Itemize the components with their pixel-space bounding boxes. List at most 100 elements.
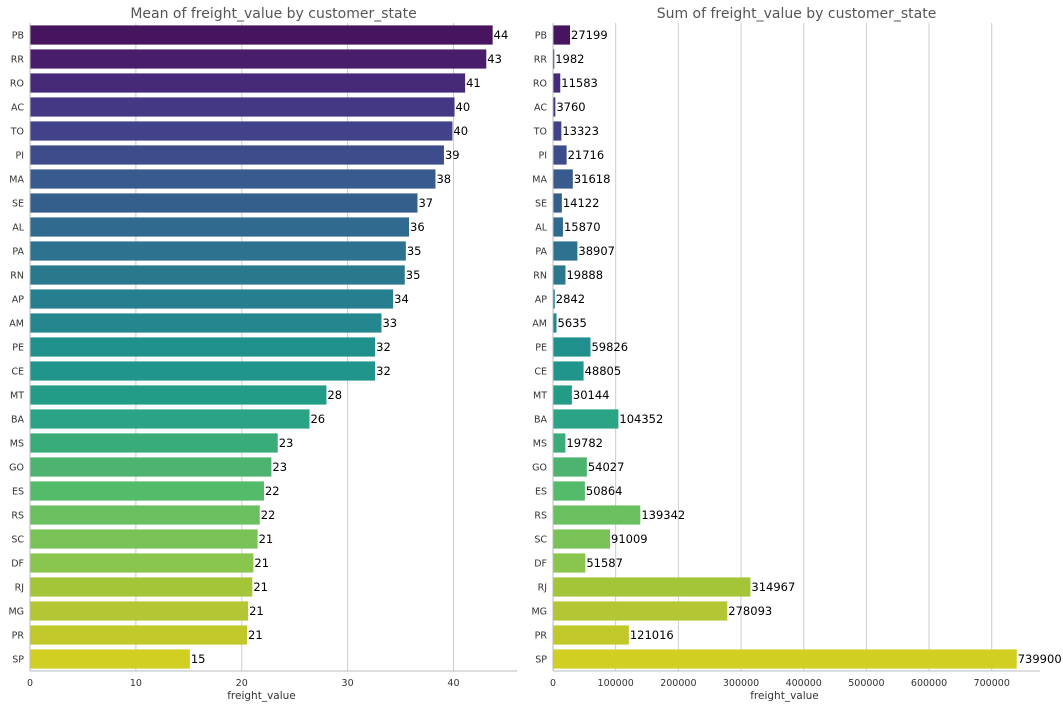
sum-data-label: 13323 [562, 124, 599, 138]
sum-data-label: 5635 [558, 316, 587, 330]
sum-x-axis-label: freight_value [750, 690, 819, 702]
mean-data-label: 35 [406, 268, 421, 282]
sum-category-label: SE [535, 199, 547, 210]
mean-bar-pi [30, 145, 444, 165]
mean-bar-ms [30, 433, 278, 453]
sum-category-label: AC [534, 103, 547, 114]
sum-category-label: RO [533, 79, 547, 90]
mean-bar-ro [30, 73, 466, 93]
mean-category-label: RJ [15, 583, 24, 594]
sum-data-label: 1982 [555, 52, 584, 66]
sum-category-label: RJ [538, 583, 547, 594]
sum-category-label: PA [535, 247, 547, 258]
sum-category-label: RN [533, 271, 547, 282]
sum-data-label: 21716 [568, 148, 605, 162]
sum-category-label: PE [535, 343, 547, 354]
mean-bar-df [30, 553, 254, 573]
mean-bar-ba [30, 409, 310, 429]
sum-data-label: 739900 [1018, 652, 1062, 666]
mean-x-tick-label: 30 [342, 678, 354, 689]
mean-data-label: 28 [327, 388, 342, 402]
sum-data-label: 139342 [641, 508, 685, 522]
sum-x-tick-label: 400000 [786, 678, 822, 689]
sum-data-label: 59826 [591, 340, 628, 354]
mean-data-label: 40 [453, 124, 468, 138]
mean-bar-rn [30, 265, 405, 285]
mean-bar-al [30, 217, 410, 237]
mean-category-label: AL [12, 223, 24, 234]
sum-category-label: MT [533, 391, 547, 402]
mean-x-tick-label: 0 [27, 678, 33, 689]
mean-data-label: 43 [487, 52, 502, 66]
sum-data-label: 314967 [751, 580, 795, 594]
mean-data-label: 26 [310, 412, 325, 426]
sum-x-tick-label: 0 [550, 678, 556, 689]
mean-data-label: 33 [382, 316, 397, 330]
sum-x-tick-label: 500000 [848, 678, 884, 689]
mean-data-label: 15 [191, 652, 206, 666]
mean-data-label: 22 [261, 508, 276, 522]
sum-bar-rn [553, 265, 566, 285]
mean-bar-es [30, 481, 264, 501]
mean-data-label: 44 [494, 28, 509, 42]
sum-bar-ac [553, 97, 556, 117]
mean-x-axis-label: freight_value [227, 690, 296, 702]
sum-bar-rr [553, 49, 555, 69]
sum-bar-ba [553, 409, 619, 429]
mean-bar-pa [30, 241, 406, 261]
mean-bar-rs [30, 505, 260, 525]
mean-category-label: SE [12, 199, 24, 210]
mean-data-label: 36 [410, 220, 425, 234]
mean-data-label: 21 [249, 604, 264, 618]
sum-bar-pa [553, 241, 578, 261]
sum-data-label: 2842 [556, 292, 585, 306]
mean-data-label: 38 [436, 172, 451, 186]
mean-data-label: 22 [265, 484, 280, 498]
sum-bar-to [553, 121, 562, 141]
mean-freight-chart: Mean of freight_value by customer_state P… [8, 6, 517, 702]
sum-bar-rs [553, 505, 641, 525]
sum-chart-title: Sum of freight_value by customer_state [657, 6, 937, 22]
sum-category-label: ES [535, 487, 547, 498]
sum-category-label: DF [534, 559, 547, 570]
mean-data-label: 21 [248, 628, 263, 642]
sum-bar-pi [553, 145, 567, 165]
sum-data-label: 31618 [574, 172, 611, 186]
mean-bar-pe [30, 337, 376, 357]
mean-data-label: 34 [394, 292, 409, 306]
sum-category-label: MS [533, 439, 547, 450]
sum-x-tick-label: 600000 [911, 678, 947, 689]
mean-chart-title: Mean of freight_value by customer_state [130, 6, 416, 22]
sum-category-label: GO [532, 463, 547, 474]
mean-category-label: SC [11, 535, 24, 546]
sum-bar-mg [553, 601, 728, 621]
mean-data-label: 39 [445, 148, 460, 162]
sum-data-label: 104352 [619, 412, 663, 426]
sum-category-label: BA [534, 415, 548, 426]
sum-category-label: RS [534, 511, 547, 522]
sum-category-label: AM [532, 319, 547, 330]
mean-category-label: MG [8, 607, 24, 618]
mean-bar-sc [30, 529, 258, 549]
mean-category-label: ES [12, 487, 24, 498]
mean-bar-to [30, 121, 453, 141]
mean-bar-ce [30, 361, 376, 381]
mean-bar-ap [30, 289, 394, 309]
mean-bar-ma [30, 169, 436, 189]
mean-category-label: AC [11, 103, 24, 114]
mean-data-label: 21 [254, 556, 269, 570]
sum-bar-al [553, 217, 563, 237]
mean-data-label: 32 [376, 340, 391, 354]
sum-data-label: 91009 [611, 532, 648, 546]
sum-data-label: 38907 [578, 244, 615, 258]
mean-category-label: MT [10, 391, 24, 402]
sum-bar-pb [553, 25, 571, 45]
sum-bar-mt [553, 385, 572, 405]
mean-data-label: 23 [272, 460, 287, 474]
mean-bar-pb [30, 25, 493, 45]
sum-category-label: PI [538, 151, 547, 162]
sum-bar-rj [553, 577, 751, 597]
sum-bar-df [553, 553, 586, 573]
mean-bar-rr [30, 49, 487, 69]
mean-bar-go [30, 457, 272, 477]
